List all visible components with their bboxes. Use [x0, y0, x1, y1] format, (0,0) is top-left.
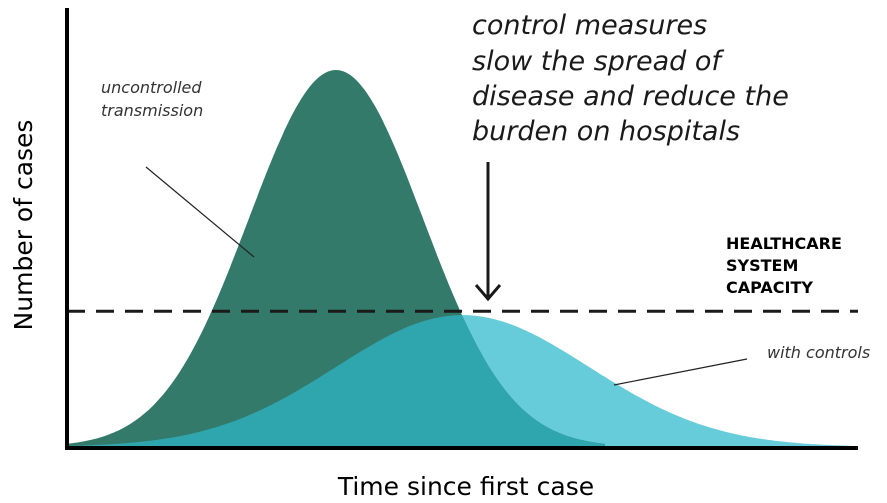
control-measures-annotation: control measures slow the spread of dise… [472, 10, 797, 147]
uncontrolled-pointer-line [145, 166, 255, 258]
uncontrolled-label: uncontrolled transmission [101, 78, 207, 120]
capacity-label: HEALTHCARE SYSTEM CAPACITY [726, 234, 848, 297]
y-axis-label: Number of cases [9, 120, 38, 331]
with-controls-label: with controls [767, 343, 870, 362]
with-controls-pointer-line [613, 358, 748, 386]
overlap-area [67, 315, 605, 447]
x-axis-label: Time since first case [337, 472, 594, 501]
arrow-down-icon [474, 284, 502, 302]
